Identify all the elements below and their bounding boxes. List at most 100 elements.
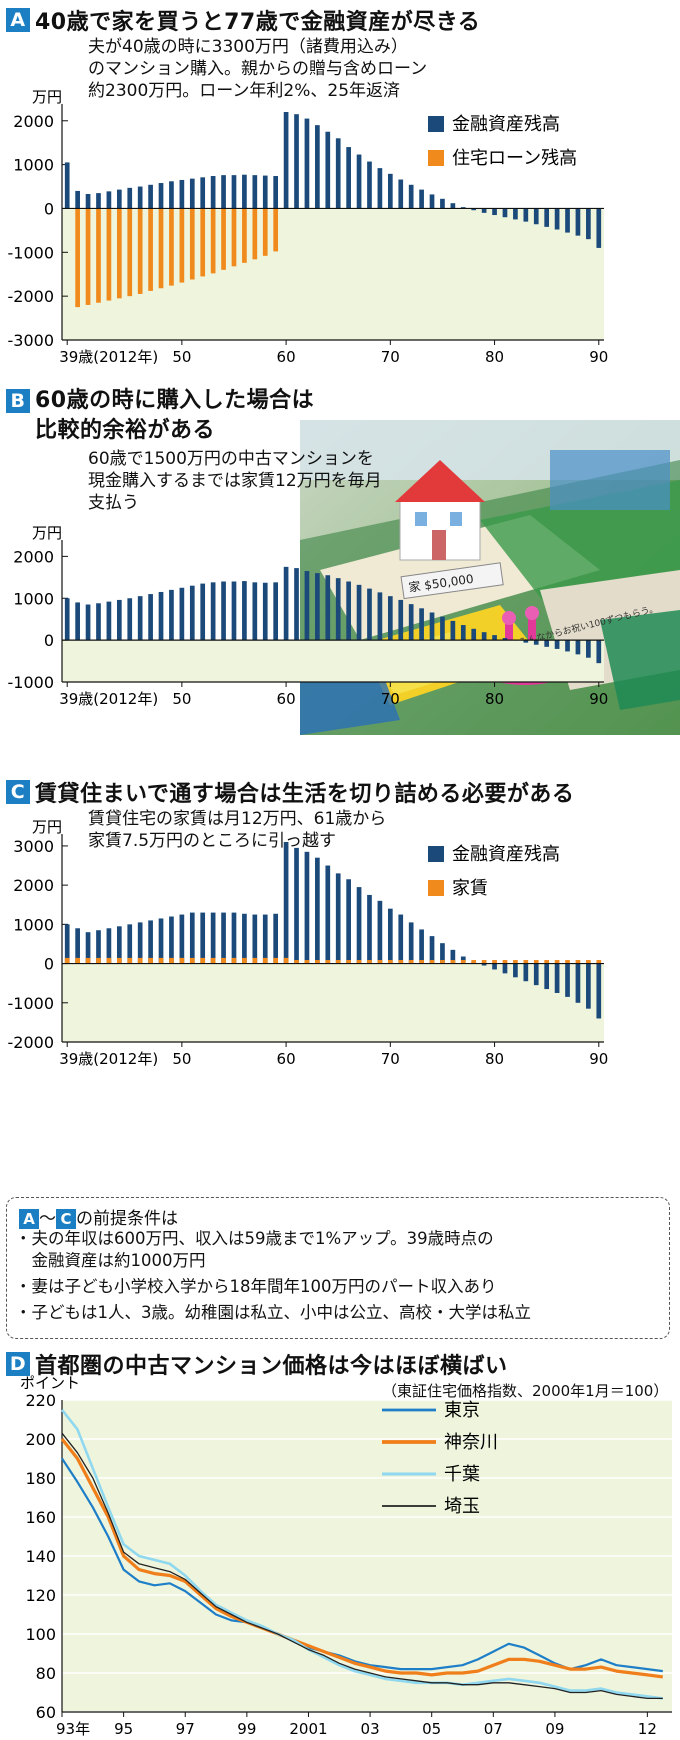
x-tick-label: 97 [176, 1720, 195, 1738]
bar-series2 [335, 960, 341, 964]
conditions-header-text: の前提条件は [76, 1209, 178, 1229]
bar-asset [304, 851, 310, 964]
y-tick-label: 80 [36, 1664, 56, 1683]
bar-asset [408, 184, 414, 209]
bar-series2 [231, 957, 237, 964]
bar-series2 [387, 960, 393, 964]
panel-c-title: C 賃貸住まいで通す場合は生活を切り詰める必要がある [6, 776, 574, 808]
x-tick-label: 90 [589, 348, 608, 366]
bar-asset [169, 916, 174, 964]
bar-series2 [85, 957, 91, 964]
bar-series2 [325, 960, 331, 964]
panel-b-note-line: 支払う [88, 493, 139, 513]
y-tick-label: -1000 [8, 994, 55, 1013]
bar-series2 [179, 957, 185, 964]
legend-label: 住宅ローン残高 [452, 148, 577, 169]
bar-asset [231, 581, 237, 641]
bar-asset [210, 912, 216, 964]
bar-asset [460, 625, 466, 641]
bar-asset [586, 208, 591, 240]
legend-swatch [428, 116, 444, 132]
bar-asset [210, 176, 216, 209]
bar-asset [179, 587, 185, 641]
bar-asset [387, 908, 393, 964]
bar-asset [460, 207, 466, 209]
bar-asset [200, 912, 206, 964]
x-tick-label: 60 [277, 690, 296, 708]
legend-swatch [428, 846, 444, 862]
bar-series2 [471, 960, 477, 964]
bar-asset [419, 608, 424, 641]
bar-asset [523, 640, 529, 643]
panel-c-badge: C [6, 780, 30, 804]
x-tick-label: 80 [485, 348, 504, 366]
bar-asset [440, 198, 445, 209]
bar-asset [565, 963, 570, 997]
panel-a-note-line: 夫が40歳の時に3300万円（諸費用込み） [88, 37, 408, 57]
bar-series2 [523, 960, 529, 964]
bar-series2 [513, 960, 518, 964]
y-tick-label: 100 [25, 1625, 56, 1644]
panel-b-title-line: 60歳の時に購入した場合は [35, 388, 315, 413]
y-tick-label: 1000 [13, 589, 54, 608]
bar-asset [85, 604, 91, 641]
bar-series2 [367, 960, 372, 964]
bar-asset [554, 640, 560, 649]
bar-asset [283, 112, 289, 209]
bar-series2 [262, 957, 268, 964]
bar-asset [179, 179, 185, 209]
y-tick-label: -2000 [8, 287, 55, 306]
bar-asset [575, 640, 581, 655]
bar-series2 [252, 208, 258, 260]
bar-asset [96, 603, 101, 641]
panel-b-note: 60歳で1500万円の中古マンションを 現金購入するまでは家賃12万円を毎月 支… [88, 448, 382, 514]
bar-series2 [158, 208, 164, 289]
bar-asset [75, 928, 80, 964]
bar-asset [148, 184, 153, 209]
bar-asset [127, 924, 133, 964]
bar-asset [596, 963, 602, 1019]
panel-b-note-line: 60歳で1500万円の中古マンションを [88, 449, 374, 469]
bar-asset [387, 173, 393, 209]
series-line-3 [61, 1432, 663, 1700]
bar-asset [429, 194, 435, 209]
x-tick-label: 90 [589, 690, 608, 708]
y-tick-label: 120 [25, 1586, 56, 1605]
chart-a: 2000 1000 0 -1000 -2000 -3000 万円 39歳(2012年) 50 60… [8, 88, 609, 366]
negative-area [62, 963, 604, 1042]
x-tick-label: 95 [114, 1720, 133, 1738]
bar-series2 [398, 960, 404, 964]
bar-asset [273, 913, 279, 964]
bar-asset [242, 581, 247, 641]
bar-asset [169, 589, 174, 641]
conditions-box: A ～ C の前提条件は ・夫の年収は600万円、収入は59歳まで1%アップ。39歳時… [6, 1197, 670, 1339]
bar-asset [460, 956, 466, 964]
bar-asset [283, 566, 289, 641]
bar-series2 [502, 960, 508, 964]
conditions-tilde: ～ [39, 1209, 56, 1229]
bar-asset [419, 189, 424, 209]
x-tick-label: 09 [545, 1720, 564, 1738]
bar-series2 [242, 208, 247, 263]
bar-series2 [189, 957, 195, 964]
bar-series2 [210, 208, 216, 274]
bar-asset [325, 865, 331, 964]
y-tick-label: -2000 [8, 1033, 55, 1052]
bar-asset [408, 604, 414, 641]
bar-asset [377, 900, 383, 964]
conditions-badge-a: A [19, 1209, 39, 1229]
x-tick-label: 03 [361, 1720, 380, 1738]
x-tick-label: 60 [277, 348, 296, 366]
bar-series2 [106, 208, 112, 301]
condition-item: ・妻は子ども小学校入学から18年間年100万円のパート収入あり [15, 1277, 497, 1296]
y-tick-label: 0 [44, 631, 54, 650]
x-tick-label: 50 [172, 690, 191, 708]
legend-label: 埼玉 [444, 1496, 480, 1517]
panel-d-subtitle: （東証住宅価格指数、2000年1月＝100） [382, 1382, 669, 1400]
bar-asset [273, 582, 279, 641]
bar-asset [565, 640, 570, 652]
bar-asset [325, 575, 331, 641]
bar-asset [492, 963, 497, 970]
y-tick-label: 60 [36, 1703, 56, 1722]
y-unit-label: 万円 [32, 88, 62, 106]
